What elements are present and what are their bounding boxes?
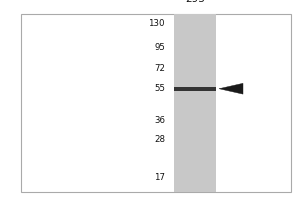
Text: 55: 55: [154, 84, 165, 93]
Text: 36: 36: [154, 116, 165, 125]
Text: 130: 130: [148, 19, 165, 28]
Bar: [21, 14, 291, 192]
Bar: [174, 87, 216, 91]
Text: 72: 72: [154, 64, 165, 73]
Text: 95: 95: [154, 43, 165, 52]
Text: 17: 17: [154, 173, 165, 182]
Text: 28: 28: [154, 135, 165, 144]
Text: 293: 293: [185, 0, 205, 4]
Bar: [174, 14, 216, 192]
Polygon shape: [219, 83, 243, 94]
